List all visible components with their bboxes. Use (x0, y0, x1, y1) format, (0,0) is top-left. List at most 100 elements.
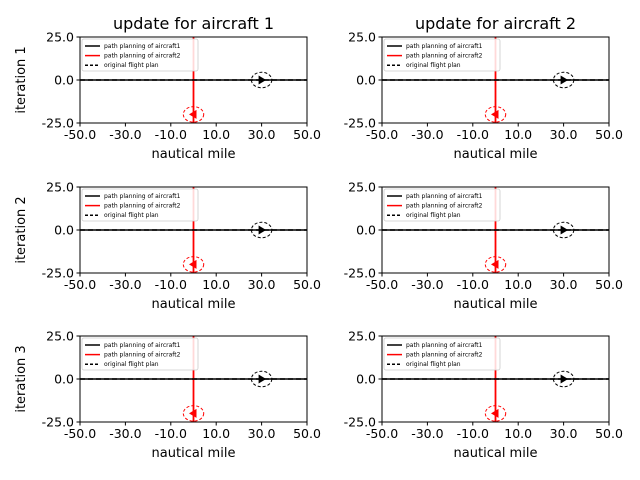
x-tick-label: -50.0 (64, 277, 96, 292)
legend-label: original flight plan (406, 62, 461, 69)
row-label-2: iteration 2 (14, 196, 29, 263)
y-tick-label: 0.0 (356, 372, 376, 387)
row-label-1: iteration 1 (14, 46, 29, 113)
legend-label: path planning of aircraft1 (406, 43, 483, 50)
x-tick-label: 50.0 (293, 127, 321, 142)
legend-label: path planning of aircraft2 (406, 352, 483, 359)
y-tick-label: -25.0 (42, 116, 74, 131)
x-axis-label: nautical mile (454, 297, 538, 312)
aircraft-marker-aircraft1 (560, 75, 569, 85)
y-tick-label: -25.0 (344, 415, 376, 430)
x-tick-label: -10.0 (457, 277, 489, 292)
x-axis-label: nautical mile (152, 147, 236, 162)
protection-zone-aircraft1 (552, 71, 575, 89)
y-tick-label: 25.0 (46, 329, 74, 344)
legend: path planning of aircraft1 path planning … (383, 38, 501, 72)
subplot-r1-c1: -50.0 -30.0 -10.0 10.0 30.0 50.0 -25.0 0.0 25.0 n… (42, 30, 321, 163)
y-tick-label: 25.0 (348, 329, 376, 344)
legend: path planning of aircraft1 path planning … (383, 337, 501, 371)
legend-label: path planning of aircraft1 (104, 193, 181, 200)
y-tick-label: 25.0 (46, 30, 74, 45)
legend-label: original flight plan (406, 361, 461, 368)
x-tick-label: -30.0 (411, 277, 443, 292)
x-tick-label: -10.0 (457, 127, 489, 142)
legend-label: path planning of aircraft2 (104, 352, 181, 359)
x-tick-label: -30.0 (109, 277, 141, 292)
plot-area (80, 336, 307, 422)
legend-box (81, 188, 199, 222)
x-tick-label: -10.0 (155, 127, 187, 142)
aircraft-marker-aircraft1 (560, 225, 569, 235)
x-tick-label: 10.0 (202, 426, 230, 441)
legend-label: path planning of aircraft2 (104, 53, 181, 60)
legend: path planning of aircraft1 path planning … (81, 188, 199, 222)
plot-area (382, 37, 609, 123)
x-tick-label: 10.0 (504, 426, 532, 441)
x-tick-label: 50.0 (293, 277, 321, 292)
aircraft-marker-aircraft2 (189, 259, 197, 269)
x-tick-label: 30.0 (550, 426, 578, 441)
legend-label: original flight plan (104, 62, 159, 69)
x-tick-label: -30.0 (109, 127, 141, 142)
column-title-2: update for aircraft 2 (415, 14, 576, 33)
legend: path planning of aircraft1 path planning … (81, 337, 199, 371)
y-tick-label: -25.0 (42, 266, 74, 281)
protection-zone-aircraft1 (552, 370, 575, 388)
protection-zone-aircraft2 (484, 106, 507, 123)
y-tick-label: -25.0 (344, 116, 376, 131)
legend-label: path planning of aircraft2 (406, 203, 483, 210)
x-tick-label: -10.0 (155, 277, 187, 292)
x-tick-label: -30.0 (411, 127, 443, 142)
x-tick-label: 10.0 (504, 127, 532, 142)
x-tick-label: -30.0 (411, 426, 443, 441)
aircraft-marker-aircraft1 (560, 374, 569, 384)
x-tick-label: 50.0 (293, 426, 321, 441)
y-tick-label: 25.0 (46, 180, 74, 195)
x-axis-label: nautical mile (152, 446, 236, 461)
aircraft-marker-aircraft1 (258, 225, 267, 235)
y-tick-label: 0.0 (54, 223, 74, 238)
aircraft-marker-aircraft1 (258, 75, 267, 85)
aircraft-marker-aircraft2 (491, 408, 499, 418)
protection-zone-aircraft2 (182, 405, 205, 422)
subplot-r2-c1: -50.0 -30.0 -10.0 10.0 30.0 50.0 -25.0 0.0 25.0 n… (42, 180, 321, 313)
x-tick-label: 30.0 (248, 277, 276, 292)
legend-box (383, 188, 501, 222)
legend-label: path planning of aircraft2 (406, 53, 483, 60)
y-tick-label: 0.0 (356, 73, 376, 88)
legend-label: original flight plan (104, 361, 159, 368)
y-tick-label: -25.0 (344, 266, 376, 281)
x-tick-label: 30.0 (248, 426, 276, 441)
plot-area (382, 336, 609, 422)
legend: path planning of aircraft1 path planning … (383, 188, 501, 222)
aircraft-marker-aircraft2 (491, 259, 499, 269)
legend-box (383, 38, 501, 72)
x-tick-label: -10.0 (457, 426, 489, 441)
legend-label: path planning of aircraft1 (104, 43, 181, 50)
legend-label: path planning of aircraft1 (406, 342, 483, 349)
x-tick-label: 50.0 (595, 426, 623, 441)
y-tick-label: 25.0 (348, 180, 376, 195)
x-tick-label: -50.0 (64, 127, 96, 142)
y-tick-label: 0.0 (54, 73, 74, 88)
protection-zone-aircraft2 (484, 405, 507, 422)
legend-box (383, 337, 501, 371)
legend-label: original flight plan (104, 212, 159, 219)
x-tick-label: 50.0 (595, 277, 623, 292)
x-tick-label: -50.0 (366, 277, 398, 292)
y-tick-label: 0.0 (54, 372, 74, 387)
x-axis-label: nautical mile (454, 446, 538, 461)
x-tick-label: 30.0 (550, 127, 578, 142)
legend-box (81, 337, 199, 371)
protection-zone-aircraft1 (250, 71, 273, 89)
aircraft-marker-aircraft2 (491, 109, 499, 119)
y-tick-label: 0.0 (356, 223, 376, 238)
legend: path planning of aircraft1 path planning … (81, 38, 199, 72)
row-label-3: iteration 3 (14, 345, 29, 412)
x-tick-label: -50.0 (366, 127, 398, 142)
legend-label: path planning of aircraft1 (104, 342, 181, 349)
legend-label: path planning of aircraft1 (406, 193, 483, 200)
subplot-r3-c1: -50.0 -30.0 -10.0 10.0 30.0 50.0 -25.0 0.0 25.0 n… (42, 329, 321, 462)
aircraft-marker-aircraft2 (189, 408, 197, 418)
